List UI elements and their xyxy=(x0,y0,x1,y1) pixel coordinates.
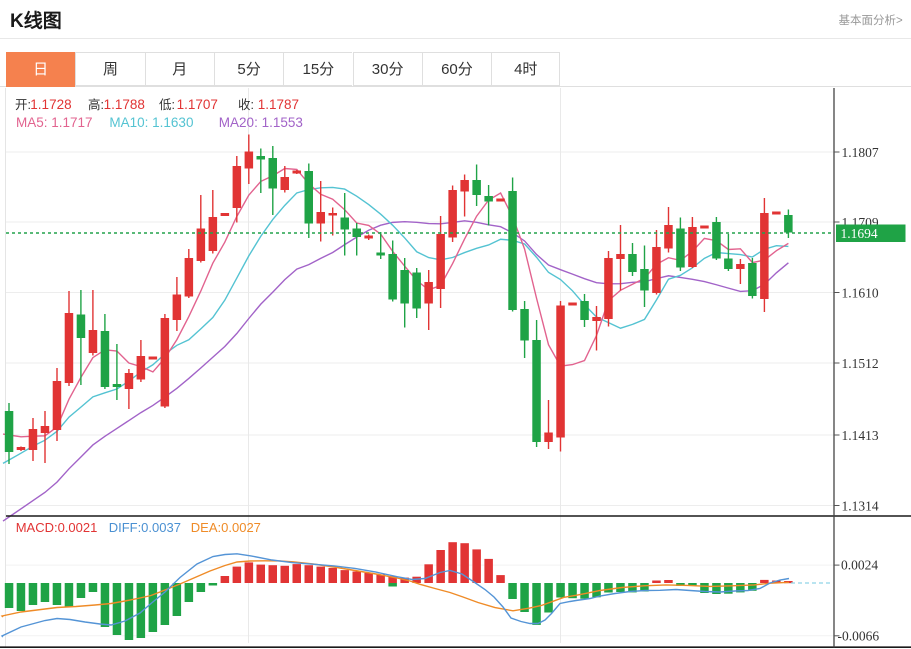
svg-text:1.1707: 1.1707 xyxy=(177,97,218,112)
svg-text:0.0024: 0.0024 xyxy=(841,558,878,573)
svg-text:1.1512: 1.1512 xyxy=(842,356,879,371)
svg-text:MA10: 1.1630: MA10: 1.1630 xyxy=(109,115,193,130)
svg-text:-0.0066: -0.0066 xyxy=(838,628,880,643)
svg-text:MA5: 1.1717: MA5: 1.1717 xyxy=(16,115,93,130)
svg-text:开:: 开: xyxy=(15,98,31,112)
svg-text:1.1413: 1.1413 xyxy=(842,428,879,443)
svg-text:1.1728: 1.1728 xyxy=(30,97,71,112)
svg-text:MA20: 1.1553: MA20: 1.1553 xyxy=(219,115,303,130)
svg-text:DEA:0.0027: DEA:0.0027 xyxy=(191,520,261,535)
svg-text:1.1694: 1.1694 xyxy=(841,226,878,241)
svg-text:高:: 高: xyxy=(88,97,104,112)
svg-text:1.1314: 1.1314 xyxy=(842,498,879,513)
svg-text:MACD:0.0021: MACD:0.0021 xyxy=(16,520,98,535)
svg-text:1.1807: 1.1807 xyxy=(842,145,879,160)
svg-text:DIFF:0.0037: DIFF:0.0037 xyxy=(109,520,181,535)
svg-text:1.1787: 1.1787 xyxy=(258,97,299,112)
svg-text:低:: 低: xyxy=(159,98,175,112)
svg-text:收:: 收: xyxy=(238,98,254,112)
svg-text:1.1610: 1.1610 xyxy=(842,285,879,300)
svg-text:1.1788: 1.1788 xyxy=(104,97,145,112)
